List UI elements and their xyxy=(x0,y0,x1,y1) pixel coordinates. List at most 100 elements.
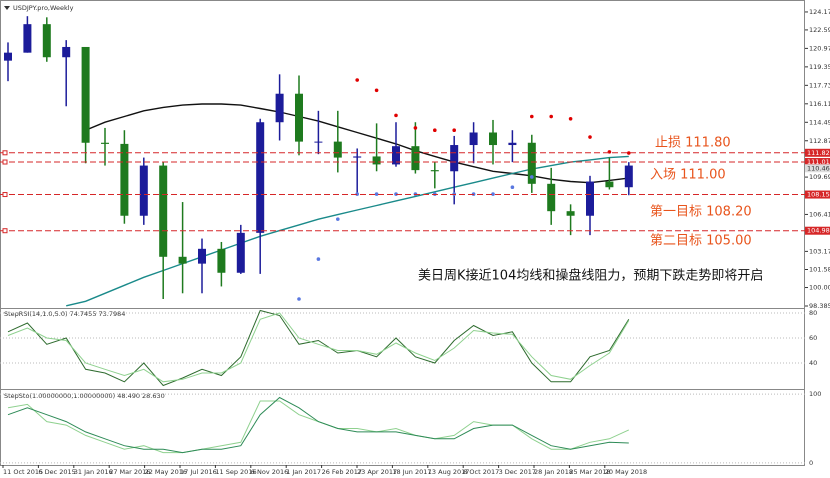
candle-body xyxy=(159,165,168,257)
level-tag-label: 108.159 xyxy=(807,191,830,199)
candle-body xyxy=(217,248,226,273)
x-tick-label: 28 Jan 2018 xyxy=(534,468,573,476)
indicator-title: StepSto(1.00000000,1.00000000) 48.490 28… xyxy=(4,392,165,400)
candle-body xyxy=(256,122,265,233)
candle-body xyxy=(527,142,536,184)
annotation: 第一目标 108.20 xyxy=(650,205,752,220)
menu-arrow xyxy=(4,6,10,10)
candle-body xyxy=(42,24,51,58)
candle-body xyxy=(81,46,90,143)
indicator-dot xyxy=(452,128,457,133)
candle-body xyxy=(333,141,342,158)
chart-title: USDJPY.pro,Weekly xyxy=(13,4,74,12)
candle-body xyxy=(450,145,459,172)
y-tick-label: 0 xyxy=(809,459,813,467)
y-tick-label: 98.385 xyxy=(809,302,830,310)
indicator-dot xyxy=(374,88,379,93)
candle-body xyxy=(178,256,187,264)
x-tick-label: 11 Sep 2016 xyxy=(215,468,256,476)
level-tag-label: 111.011 xyxy=(807,158,830,166)
indicator-line xyxy=(7,312,630,383)
y-tick-label: 116.115 xyxy=(809,100,830,108)
y-tick-label: 109.690 xyxy=(809,173,830,181)
indicator-dot xyxy=(413,126,418,130)
x-tick-label: 23 Apr 2017 xyxy=(357,468,397,476)
candle-body xyxy=(198,248,206,264)
x-tick-label: 25 Mar 2018 xyxy=(569,468,610,476)
candle-body xyxy=(314,141,323,143)
indicator-dot xyxy=(355,78,360,82)
indicator-dot xyxy=(530,114,534,119)
frame xyxy=(0,0,805,466)
candle-body xyxy=(547,183,556,212)
indicator-line xyxy=(7,309,630,387)
candle-body xyxy=(586,181,594,216)
candle-body xyxy=(430,170,439,172)
price-tag xyxy=(805,164,830,173)
x-tick-label: 18 Jun 2017 xyxy=(392,468,431,476)
indicator-dot xyxy=(530,175,534,179)
indicator-dot xyxy=(433,128,437,133)
x-tick-label: 8 Oct 2017 xyxy=(463,468,499,476)
candle-body xyxy=(489,132,497,146)
level-marker xyxy=(2,228,8,234)
y-tick-label: 117.735 xyxy=(809,81,830,89)
level-marker xyxy=(2,192,8,198)
x-tick-label: 27 Mar 2016 xyxy=(109,468,150,476)
annotation: 入场 111.00 xyxy=(650,168,726,183)
candle-body xyxy=(372,156,381,165)
indicator-dot xyxy=(549,114,553,119)
candle-body xyxy=(23,24,32,53)
moving-average xyxy=(85,103,629,184)
indicator-dot xyxy=(588,135,592,139)
y-tick-label: 112.875 xyxy=(809,137,830,145)
level-tag xyxy=(805,226,830,235)
x-tick-label: 20 May 2018 xyxy=(605,468,647,476)
candle-body xyxy=(295,93,303,142)
note: 美日周K接近104均线和操盘线阻力，预期下跌走势即将开启 xyxy=(418,268,763,284)
x-tick-label: 6 Dec 2015 xyxy=(38,468,75,476)
y-tick-label: 106.415 xyxy=(809,210,830,218)
x-tick-label: 17 Jul 2016 xyxy=(180,468,217,476)
price-tag-label: 110.463 xyxy=(807,164,830,172)
x-tick-label: 26 Feb 2017 xyxy=(322,468,362,476)
indicator-dot xyxy=(297,297,301,301)
indicator-dot xyxy=(491,192,495,196)
y-tick-label: 114.495 xyxy=(809,118,830,126)
indicator-dot xyxy=(510,185,515,190)
indicator-dot xyxy=(316,257,321,261)
indicator-dot xyxy=(394,113,398,118)
candle-body xyxy=(139,165,148,216)
level-tag xyxy=(805,148,830,157)
y-tick-label: 124.170 xyxy=(809,8,830,16)
level-tag-label: 104.987 xyxy=(807,227,830,235)
candle-body xyxy=(4,52,12,61)
y-tick-label: 119.355 xyxy=(809,63,830,71)
candle-body xyxy=(605,181,614,188)
indicator-dot xyxy=(627,151,631,155)
y-tick-label: 120.975 xyxy=(809,44,830,52)
indicator-line xyxy=(7,396,629,454)
candle-body xyxy=(353,156,362,158)
candle-body xyxy=(101,142,109,144)
y-tick-label: 101.585 xyxy=(809,266,830,274)
level-tag xyxy=(805,190,830,199)
x-tick-label: 22 May 2016 xyxy=(145,468,187,476)
candle-body xyxy=(236,232,245,273)
y-tick-label: 122.595 xyxy=(809,26,830,34)
candle-body xyxy=(566,211,575,216)
candle-body xyxy=(469,132,478,146)
level-tag-label: 111.820 xyxy=(807,149,830,157)
candle-body xyxy=(508,142,517,146)
x-tick-label: 3 Dec 2017 xyxy=(499,468,536,476)
y-tick-label: 40 xyxy=(809,359,817,367)
x-tick-label: 1 Jan 2017 xyxy=(286,468,321,476)
x-tick-label: 31 Jan 2016 xyxy=(74,468,113,476)
indicator-dot xyxy=(336,217,340,221)
y-tick-label: 100.005 xyxy=(809,284,830,292)
candle-body xyxy=(275,93,284,123)
candle-body xyxy=(392,146,400,165)
x-tick-label: 13 Aug 2017 xyxy=(428,468,470,476)
